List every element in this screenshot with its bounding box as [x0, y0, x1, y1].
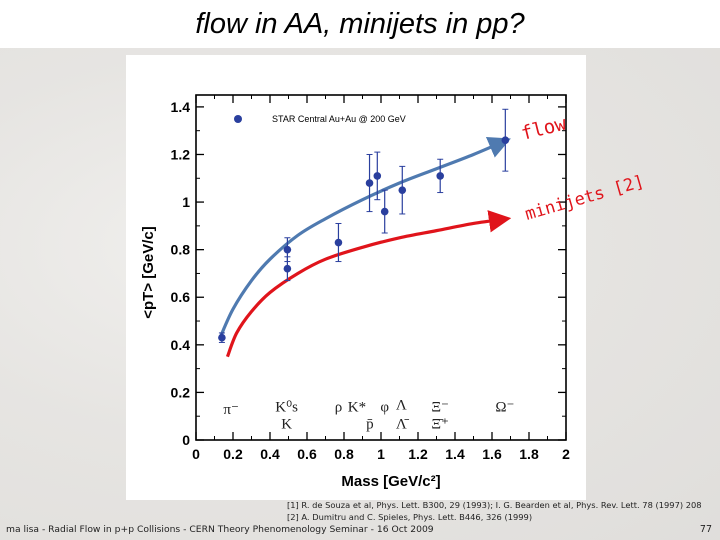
particle-label: Ω⁻ [495, 400, 514, 416]
x-tick-label: 0.2 [223, 446, 243, 462]
legend-marker [234, 115, 242, 123]
x-tick-label: 1.2 [408, 446, 428, 462]
x-tick-label: 0 [192, 446, 200, 462]
data-point [218, 333, 226, 342]
x-tick-label: 1.4 [445, 446, 465, 462]
data-point [373, 172, 382, 180]
y-tick-label: 1 [182, 194, 190, 210]
data-point [283, 264, 292, 273]
data-point [501, 136, 510, 145]
x-tick-label: 1.8 [519, 446, 539, 462]
y-tick-label: 0.8 [171, 242, 191, 258]
reference-2: [2] A. Dumitru and C. Spieles, Phys. Let… [287, 512, 533, 522]
data-point [436, 172, 445, 180]
data-point [365, 179, 374, 187]
references: [1] R. de Souza et al, Phys. Lett. B300,… [287, 499, 720, 523]
particle-label: K [281, 416, 292, 432]
x-tick-label: 1 [377, 446, 385, 462]
y-tick-label: 0.6 [171, 289, 191, 305]
y-tick-label: 0.2 [171, 384, 191, 400]
y-tick-label: 0.4 [171, 337, 191, 353]
y-tick-label: 1.2 [171, 146, 191, 162]
particle-label: K* [348, 400, 366, 416]
data-point [380, 207, 389, 216]
slide-title: flow in AA, minijets in pp? [195, 8, 525, 40]
particle-label: K⁰s [275, 400, 298, 416]
chart-panel [126, 55, 586, 500]
y-axis-label: <pT> [GeV/c] [140, 226, 157, 319]
curve-minijets [225, 210, 512, 358]
x-axis-label: Mass [GeV/c²] [341, 473, 440, 490]
minijets-annotation: minijets [2] [523, 172, 647, 225]
data-point [398, 186, 407, 194]
particle-label: Λ [396, 397, 407, 413]
flow-annotation: flow [519, 112, 569, 145]
particle-label: ρ [335, 400, 343, 416]
slide-footer: ma lisa - Radial Flow in p+p Collisions … [6, 524, 434, 535]
curve-flow [218, 136, 511, 339]
x-tick-label: 0.6 [297, 446, 317, 462]
particle-label: φ [380, 400, 389, 416]
reference-1: [1] R. de Souza et al, Phys. Lett. B300,… [287, 500, 702, 510]
particle-label: p̄ [366, 416, 374, 432]
x-tick-label: 0.8 [334, 446, 354, 462]
particle-label: Ξ⁻ [431, 400, 449, 416]
particle-label: Λ̄ [396, 416, 410, 432]
plot-frame [195, 94, 567, 441]
particle-label: π⁻ [223, 402, 239, 418]
x-tick-label: 2 [562, 446, 570, 462]
x-tick-label: 1.6 [482, 446, 502, 462]
x-tick-label: 0.4 [260, 446, 280, 462]
page-number: 77 [699, 524, 712, 535]
data-point [334, 238, 343, 247]
particle-label: Ξ̄⁺ [431, 416, 449, 432]
data-point [283, 245, 292, 254]
y-tick-label: 1.4 [171, 99, 191, 115]
y-tick-label: 0 [182, 432, 190, 448]
legend-label: STAR Central Au+Au @ 200 GeV [272, 114, 406, 124]
